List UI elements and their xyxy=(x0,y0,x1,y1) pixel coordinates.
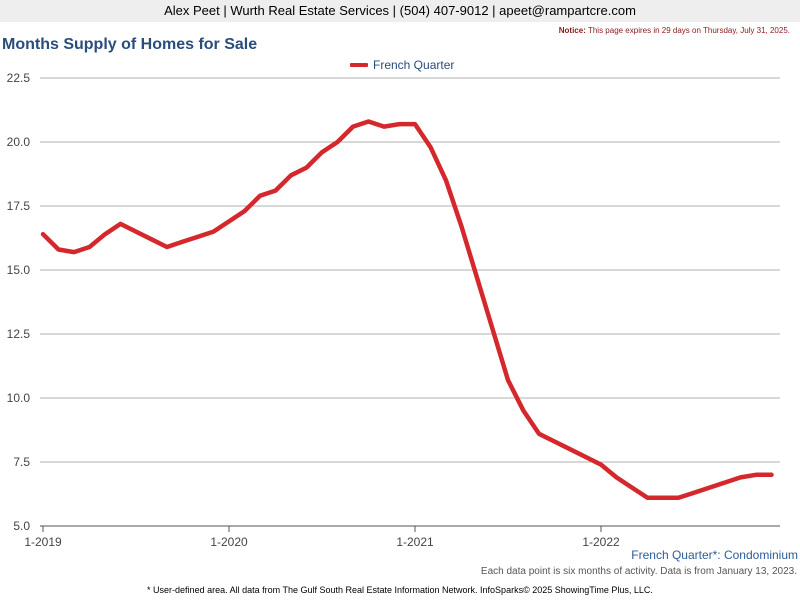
x-tick-label: 1-2020 xyxy=(210,535,248,549)
contact-text: Alex Peet | Wurth Real Estate Services |… xyxy=(164,3,636,18)
chart-title: Months Supply of Homes for Sale xyxy=(2,36,258,53)
y-tick-label: 15.0 xyxy=(7,263,31,277)
chart-legend: French Quarter xyxy=(350,58,454,72)
notice-label: Notice: xyxy=(558,26,586,35)
y-tick-label: 12.5 xyxy=(7,327,31,341)
series-line-french-quarter xyxy=(40,119,774,501)
y-tick-label: 10.0 xyxy=(7,391,31,405)
notice-text: This page expires in 29 days on Thursday… xyxy=(587,26,790,35)
x-tick-label: 1-2022 xyxy=(582,535,620,549)
data-info: Each data point is six months of activit… xyxy=(480,566,797,577)
y-tick-label: 22.5 xyxy=(7,71,31,85)
footer-note: * User-defined area. All data from The G… xyxy=(147,585,653,595)
x-tick-label: 1-2019 xyxy=(24,535,62,549)
y-tick-label: 20.0 xyxy=(7,135,31,149)
y-tick-label: 7.5 xyxy=(13,455,30,469)
legend-swatch xyxy=(350,63,368,67)
y-tick-label: 5.0 xyxy=(13,519,30,533)
expiry-notice: Notice: This page expires in 29 days on … xyxy=(559,26,790,35)
chart-subtitle: French Quarter*: Condominium xyxy=(631,548,798,562)
x-tick-label: 1-2021 xyxy=(396,535,434,549)
legend-label: French Quarter xyxy=(373,58,455,72)
y-tick-label: 17.5 xyxy=(7,199,31,213)
header-contact-bar: Alex Peet | Wurth Real Estate Services |… xyxy=(0,0,800,22)
